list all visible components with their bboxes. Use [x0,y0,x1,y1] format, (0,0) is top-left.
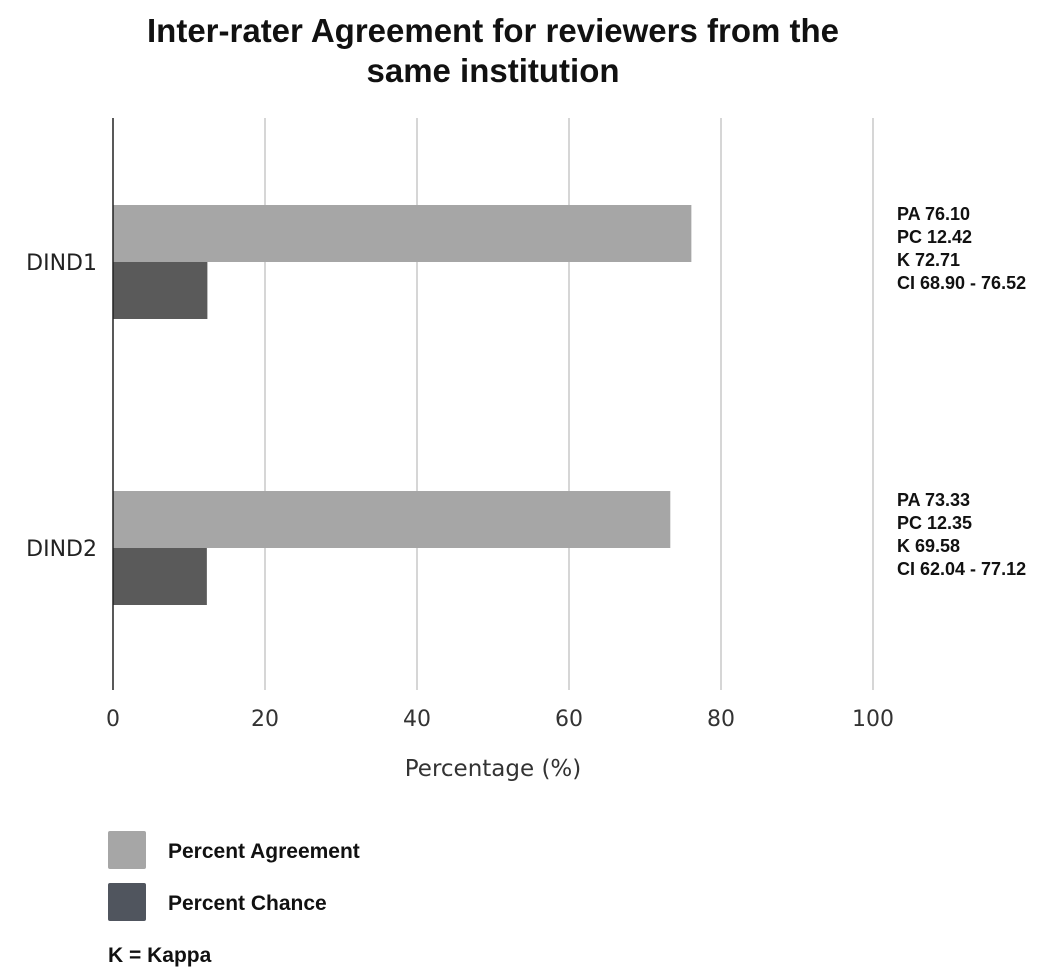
chart-title-line-2: same institution [366,52,619,89]
bar-annotations: PA 76.10 PC 12.42 K 72.71 CI 68.90 - 76.52 P… [897,204,1026,579]
category-labels: DIND1 DIND2 [26,251,97,562]
x-tick-label: 100 [852,707,894,732]
legend-swatch-percent-agreement [108,831,146,869]
annotation-dind1-line: PC 12.42 [897,227,972,247]
x-axis-label: Percentage (%) [405,756,582,782]
legend-swatch-percent-chance [108,883,146,921]
x-tick-labels: 0 20 40 60 80 100 [106,707,894,732]
legend-label-percent-agreement: Percent Agreement [168,840,360,863]
x-tick-label: 80 [707,707,735,732]
gridlines [264,118,874,690]
x-tick-label: 20 [251,707,279,732]
legend-kappa-note: K = Kappa [108,944,212,967]
annotation-dind1-line: K 72.71 [897,250,960,270]
annotation-dind2-line: CI 62.04 - 77.12 [897,559,1026,579]
bars [113,205,692,605]
legend-label-percent-chance: Percent Chance [168,892,327,915]
chart-title-line-1: Inter-rater Agreement for reviewers from… [147,12,839,49]
category-label: DIND1 [26,251,97,276]
x-tick-label: 0 [106,707,120,732]
bar-dind1-percent-chance [113,262,208,319]
x-tick-label: 60 [555,707,583,732]
legend: Percent Agreement Percent Chance K = Kap… [108,831,360,967]
bar-dind2-percent-chance [113,548,207,605]
annotation-dind2-line: K 69.58 [897,536,960,556]
annotation-dind1-line: CI 68.90 - 76.52 [897,273,1026,293]
x-tick-label: 40 [403,707,431,732]
annotation-dind2-line: PA 73.33 [897,490,970,510]
annotation-dind2-line: PC 12.35 [897,513,972,533]
annotation-dind1-line: PA 76.10 [897,204,970,224]
bar-dind2-percent-agreement [113,491,671,548]
category-label: DIND2 [26,537,97,562]
bar-dind1-percent-agreement [113,205,692,262]
